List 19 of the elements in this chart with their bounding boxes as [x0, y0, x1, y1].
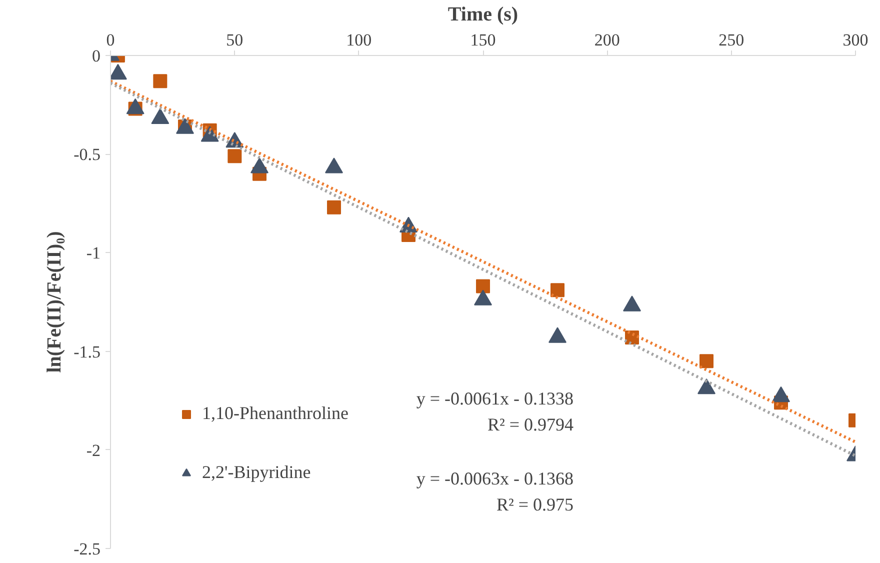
- x-tick-label: 0: [106, 30, 115, 50]
- y-tick-label: -2: [86, 440, 101, 460]
- x-tick-label: 300: [842, 30, 868, 50]
- legend-label: 1,10-Phenanthroline: [202, 403, 348, 424]
- x-tick-label: 250: [718, 30, 744, 50]
- x-axis-title: Time (s): [448, 4, 518, 26]
- y-tick-label: -1: [86, 244, 101, 263]
- x-tick-label: 100: [346, 30, 372, 50]
- x-tick-label: 200: [594, 30, 620, 50]
- y-tick-label: -2.5: [74, 540, 101, 558]
- annotation: y = -0.0061x - 0.1338 R² = 0.9794: [416, 388, 574, 434]
- y-tick-label: 0: [92, 46, 100, 66]
- y-tick-label: -0.5: [74, 145, 101, 164]
- x-tick-label: 150: [470, 30, 496, 50]
- x-tick-label: 50: [226, 30, 244, 50]
- legend-label: 2,2'-Bipyridine: [202, 462, 311, 483]
- y-tick-label: -1.5: [74, 342, 101, 362]
- annotation: y = -0.0063x - 0.1368 R² = 0.975: [416, 468, 574, 514]
- y-axis-title: ln(Fe(II)/Fe(II)₀): [44, 231, 66, 373]
